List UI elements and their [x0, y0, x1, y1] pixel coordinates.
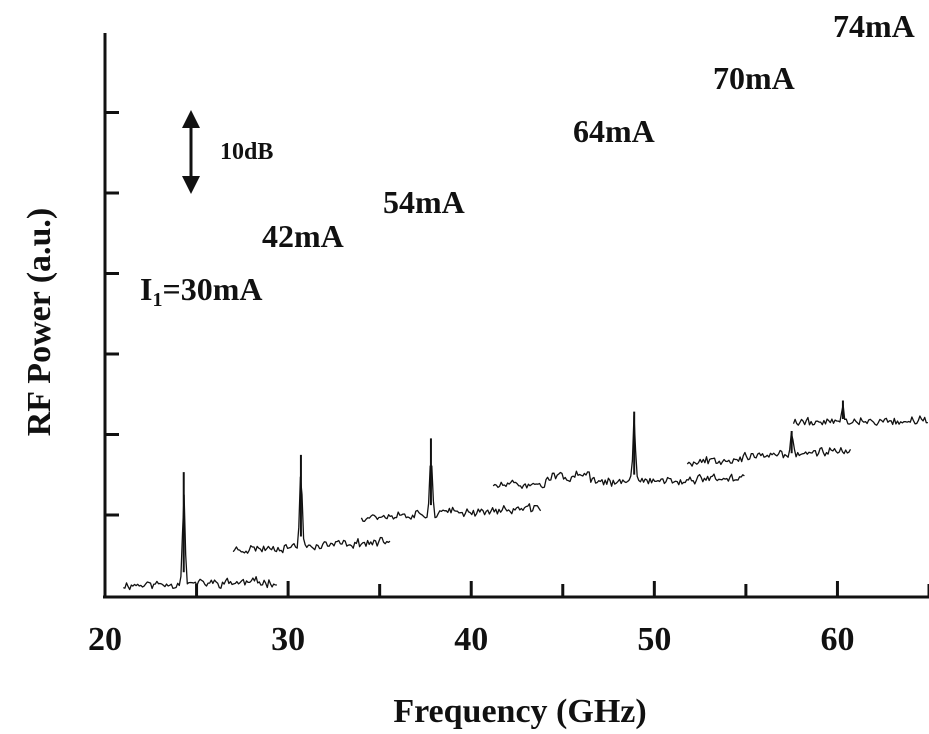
spectrum-trace: [792, 404, 928, 426]
x-tick-label: 50: [637, 621, 671, 658]
x-axis-title: Frequency (GHz): [393, 693, 646, 730]
scale-bar-arrow-down-icon: [182, 176, 200, 194]
scale-bar-arrow-up-icon: [182, 110, 200, 128]
spectrum-trace: [123, 494, 277, 591]
spectrum-trace: [686, 432, 852, 467]
spectrum-trace: [232, 476, 391, 554]
y-ticks: [105, 111, 119, 517]
spectrum-traces: [123, 400, 928, 591]
x-tick-label: 20: [88, 621, 122, 658]
series-label: 64mA: [573, 113, 655, 149]
x-tick-labels: 20 30 40 50 60: [88, 621, 854, 658]
spectrum-trace: [492, 414, 745, 489]
x-tick-label: 60: [820, 621, 854, 658]
scale-bar-10db: 10dB: [182, 110, 273, 194]
scale-bar-label: 10dB: [220, 139, 273, 165]
spectrum-trace: [360, 465, 542, 522]
series-label: I1=30mA: [140, 271, 262, 311]
series-label: 42mA: [262, 218, 344, 254]
x-ticks: [195, 581, 929, 597]
x-tick-label: 40: [454, 621, 488, 658]
x-tick-label: 30: [271, 621, 305, 658]
y-axis-title: RF Power (a.u.): [21, 208, 58, 437]
series-label: 70mA: [713, 60, 795, 96]
series-label: 74mA: [833, 8, 915, 44]
series-label: 54mA: [383, 184, 465, 220]
